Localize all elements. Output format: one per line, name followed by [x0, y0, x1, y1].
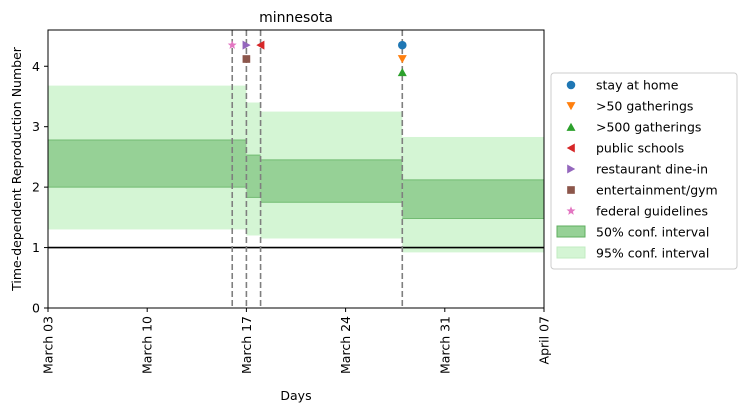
- legend-marker: [566, 102, 576, 111]
- legend-label: stay at home: [596, 78, 679, 93]
- x-tick-label: March 17: [239, 316, 254, 374]
- ci50-band: [48, 139, 247, 188]
- legend: stay at home >50 gatherings >500 gathering…: [550, 72, 738, 270]
- x-tick-label: April 07: [537, 316, 552, 364]
- legend-marker: [566, 206, 576, 215]
- plot-area: 0 1 2 3 4 March 03 March 10 March 17 March 24 Mar…: [32, 29, 552, 374]
- legend-label: >500 gatherings: [596, 120, 701, 135]
- legend-patch: [556, 225, 586, 238]
- legend-label: 95% conf. interval: [596, 246, 709, 261]
- y-tick-label: 1: [32, 240, 40, 255]
- x-axis-label: Days: [280, 388, 311, 403]
- x-tick-label: March 24: [338, 316, 353, 374]
- y-tick-label: 2: [32, 180, 40, 195]
- legend-label: entertainment/gym: [596, 183, 718, 198]
- intervention-marker: [242, 40, 251, 50]
- ci50-band: [402, 179, 544, 219]
- x-tick-label: March 03: [41, 316, 56, 374]
- legend-marker: [567, 164, 576, 174]
- intervention-marker: [397, 55, 407, 64]
- legend-box: [550, 72, 738, 270]
- intervention-marker: [256, 40, 265, 50]
- intervention-marker: [242, 55, 251, 63]
- ci50-band: [260, 159, 403, 203]
- x-tick-label: March 31: [437, 316, 452, 374]
- y-axis-label: Time-dependent Reproduction Number: [9, 46, 24, 292]
- y-tick-label: 4: [32, 59, 40, 74]
- legend-marker: [566, 122, 576, 131]
- legend-label: 50% conf. interval: [596, 225, 709, 240]
- axes-frame: [47, 29, 545, 309]
- y-tick-label: 0: [32, 301, 40, 316]
- intervention-marker: [398, 40, 407, 50]
- legend-patch: [556, 246, 586, 259]
- legend-label: >50 gatherings: [596, 99, 693, 114]
- legend-marker: [566, 80, 576, 90]
- x-tick-label: March 10: [140, 316, 155, 374]
- legend-label: public schools: [596, 141, 684, 156]
- legend-label: federal guidelines: [596, 204, 708, 219]
- chart-title: minnesota: [259, 10, 333, 26]
- intervention-marker: [397, 68, 407, 77]
- intervention-marker: [227, 40, 237, 49]
- legend-marker: [566, 143, 575, 153]
- y-tick-label: 3: [32, 119, 40, 134]
- ci50-band: [246, 155, 261, 198]
- legend-marker: [567, 186, 575, 194]
- legend-label: restaurant dine-in: [596, 162, 708, 177]
